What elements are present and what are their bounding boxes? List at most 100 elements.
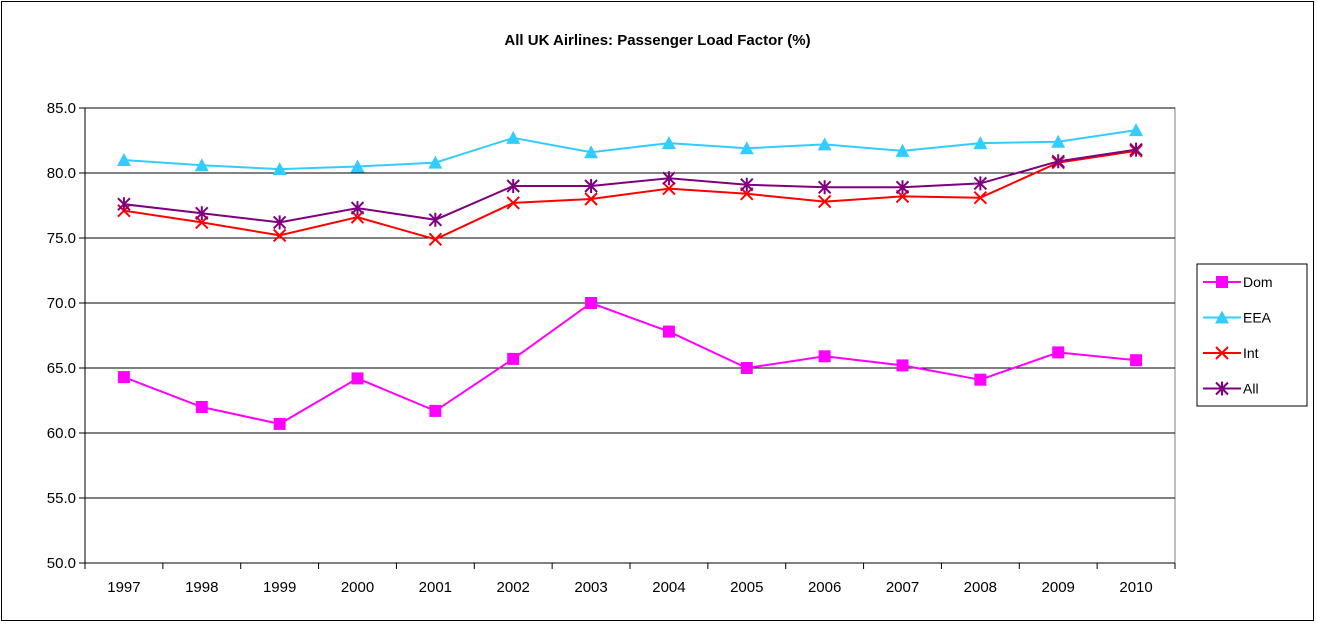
data-point-eea	[973, 136, 988, 150]
data-point-dom	[507, 352, 520, 365]
y-tick-label: 65.0	[47, 360, 76, 377]
y-tick-label: 70.0	[47, 295, 76, 312]
x-tick-label: 2007	[886, 579, 919, 596]
axis-layer: 50.0 55.0 60.0 65.0 70.0 75.0 80.0 85.0 1997 1998…	[47, 100, 1176, 596]
x-tick-label: 2008	[964, 579, 997, 596]
data-point-dom	[818, 350, 831, 363]
data-point-dom	[896, 359, 909, 372]
legend: Dom EEA Int All	[1196, 263, 1308, 407]
data-point-dom	[585, 297, 598, 309]
x-tick-label: 2002	[497, 579, 530, 596]
legend-box	[1196, 263, 1308, 407]
x-tick-label: 2009	[1042, 579, 1075, 596]
chart-title: All UK Airlines: Passenger Load Factor (…	[504, 32, 811, 49]
series-eea	[116, 123, 1144, 176]
data-point-eea	[350, 159, 365, 173]
data-point-dom	[351, 372, 364, 385]
y-tick-label: 50.0	[47, 555, 76, 572]
y-tick-label: 85.0	[47, 100, 76, 117]
data-point-eea	[116, 153, 131, 166]
data-point-eea	[1051, 134, 1066, 148]
series-line-int	[123, 149, 1137, 241]
legend-marker-int	[1215, 346, 1229, 360]
data-point-dom	[662, 325, 675, 338]
y-tick-label: 80.0	[47, 165, 76, 182]
series-dom	[117, 297, 1143, 430]
series-line-all	[123, 148, 1137, 224]
data-point-int	[662, 181, 676, 196]
grid-layer	[84, 107, 1176, 564]
data-point-int	[272, 228, 287, 243]
data-point-all	[117, 197, 131, 212]
data-point-eea	[584, 145, 599, 159]
legend-marker-dom	[1216, 276, 1228, 288]
data-point-int	[817, 194, 832, 209]
data-point-dom	[974, 373, 987, 386]
plot-area	[84, 107, 1176, 564]
legend-label-eea: EEA	[1243, 310, 1272, 326]
data-point-eea	[895, 143, 910, 157]
legend-item-all: All	[1203, 381, 1259, 397]
data-point-all	[195, 206, 209, 221]
x-tick-label: 2000	[341, 579, 374, 596]
data-point-dom	[1052, 346, 1065, 359]
data-point-all	[272, 215, 287, 230]
x-tick-label: 2003	[574, 579, 607, 596]
data-point-int	[506, 196, 520, 210]
series-int	[117, 144, 1143, 247]
y-tick-label: 75.0	[47, 230, 76, 247]
data-point-eea	[739, 141, 754, 155]
x-tick-label: 2010	[1119, 579, 1152, 596]
data-point-dom	[429, 404, 442, 417]
data-point-dom	[273, 417, 286, 430]
data-point-all	[817, 180, 832, 195]
y-tick-label: 60.0	[47, 425, 76, 442]
legend-item-eea: EEA	[1203, 310, 1272, 326]
y-tick-label: 55.0	[47, 490, 76, 507]
legend-marker-eea	[1215, 310, 1229, 324]
data-point-all	[1051, 154, 1065, 169]
legend-label-int: Int	[1243, 345, 1259, 361]
x-tick-label: 2001	[419, 579, 452, 596]
series-line-eea	[123, 129, 1137, 171]
data-point-all	[740, 177, 754, 192]
data-point-eea	[506, 130, 521, 144]
data-point-dom	[1130, 354, 1143, 367]
x-tick-label: 1999	[263, 579, 296, 596]
data-point-all	[506, 179, 520, 193]
x-tick-label: 1997	[107, 579, 140, 596]
data-point-dom	[740, 362, 753, 374]
data-point-all	[1129, 142, 1143, 157]
x-tick-label: 1998	[185, 579, 218, 596]
legend-label-dom: Dom	[1243, 274, 1273, 290]
series-all	[117, 142, 1143, 230]
legend-label-all: All	[1243, 381, 1259, 397]
data-point-all	[973, 176, 988, 191]
series-line-dom	[123, 301, 1137, 425]
data-point-eea	[1129, 123, 1144, 137]
legend-item-int: Int	[1203, 345, 1259, 361]
data-point-all	[584, 179, 598, 193]
data-point-int	[584, 192, 598, 206]
data-point-all	[428, 212, 443, 227]
data-point-dom	[117, 371, 130, 384]
data-point-dom	[195, 401, 208, 413]
legend-marker-all	[1215, 381, 1229, 396]
x-tick-label: 2006	[808, 579, 841, 596]
data-point-all	[350, 201, 365, 216]
legend-item-dom: Dom	[1203, 274, 1273, 290]
data-point-all	[895, 180, 910, 195]
x-tick-label: 2005	[730, 579, 763, 596]
data-point-eea	[272, 162, 287, 176]
series-layer	[116, 123, 1144, 430]
data-point-all	[662, 171, 676, 186]
data-point-eea	[661, 136, 676, 150]
x-tick-label: 2004	[652, 579, 685, 596]
data-point-int	[428, 232, 443, 247]
data-point-int	[973, 190, 988, 205]
data-point-eea	[428, 155, 443, 169]
data-point-eea	[817, 137, 832, 151]
